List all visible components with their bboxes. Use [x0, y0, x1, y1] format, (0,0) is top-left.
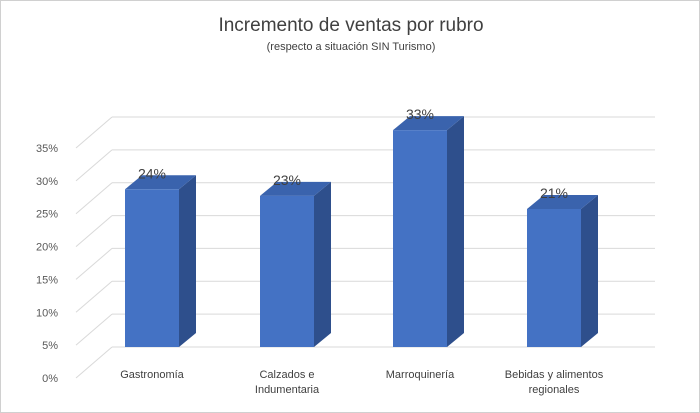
bar-top — [527, 195, 598, 209]
y-tick-label: 5% — [42, 340, 58, 352]
gridline-side — [75, 280, 113, 313]
y-tick-label: 15% — [36, 274, 58, 286]
gridline-side — [75, 313, 113, 346]
bar-top — [260, 181, 331, 196]
gridline-side — [75, 346, 113, 379]
gridline-side — [75, 182, 113, 215]
bar — [393, 130, 447, 347]
data-label: 24% — [138, 165, 166, 181]
bar-top — [393, 116, 464, 131]
bar — [527, 209, 581, 347]
x-tick-label: Calzados e — [259, 369, 314, 381]
x-tick-label: Marroquinería — [386, 369, 455, 381]
y-tick-label: 25% — [36, 209, 58, 221]
x-tick-label: Gastronomía — [120, 369, 184, 381]
data-label: 33% — [406, 106, 434, 122]
bar — [260, 195, 314, 347]
x-tick-label: Indumentaria — [255, 384, 320, 396]
y-tick-label: 30% — [36, 176, 58, 188]
x-tick-label: Bebidas y alimentos — [505, 369, 604, 381]
y-tick-label: 20% — [36, 242, 58, 254]
bar-side — [581, 195, 598, 347]
data-label: 23% — [273, 172, 301, 188]
gridline-side — [75, 248, 113, 280]
chart-title: Incremento de ventas por rubro — [218, 15, 484, 36]
chart-subtitle: (respecto a situación SIN Turismo) — [266, 41, 436, 53]
gridline-side — [75, 215, 113, 247]
data-label: 21% — [540, 185, 568, 201]
bar-side — [447, 116, 464, 348]
bar — [125, 189, 179, 347]
y-tick-label: 0% — [42, 373, 58, 385]
y-tick-label: 10% — [36, 307, 58, 319]
bar-side — [314, 181, 331, 347]
x-tick-label: regionales — [529, 384, 580, 396]
gridline-side — [75, 116, 113, 149]
gridline-side — [75, 149, 113, 182]
y-tick-label: 35% — [36, 143, 58, 155]
bar-side — [179, 175, 196, 347]
bar-top — [125, 175, 196, 190]
